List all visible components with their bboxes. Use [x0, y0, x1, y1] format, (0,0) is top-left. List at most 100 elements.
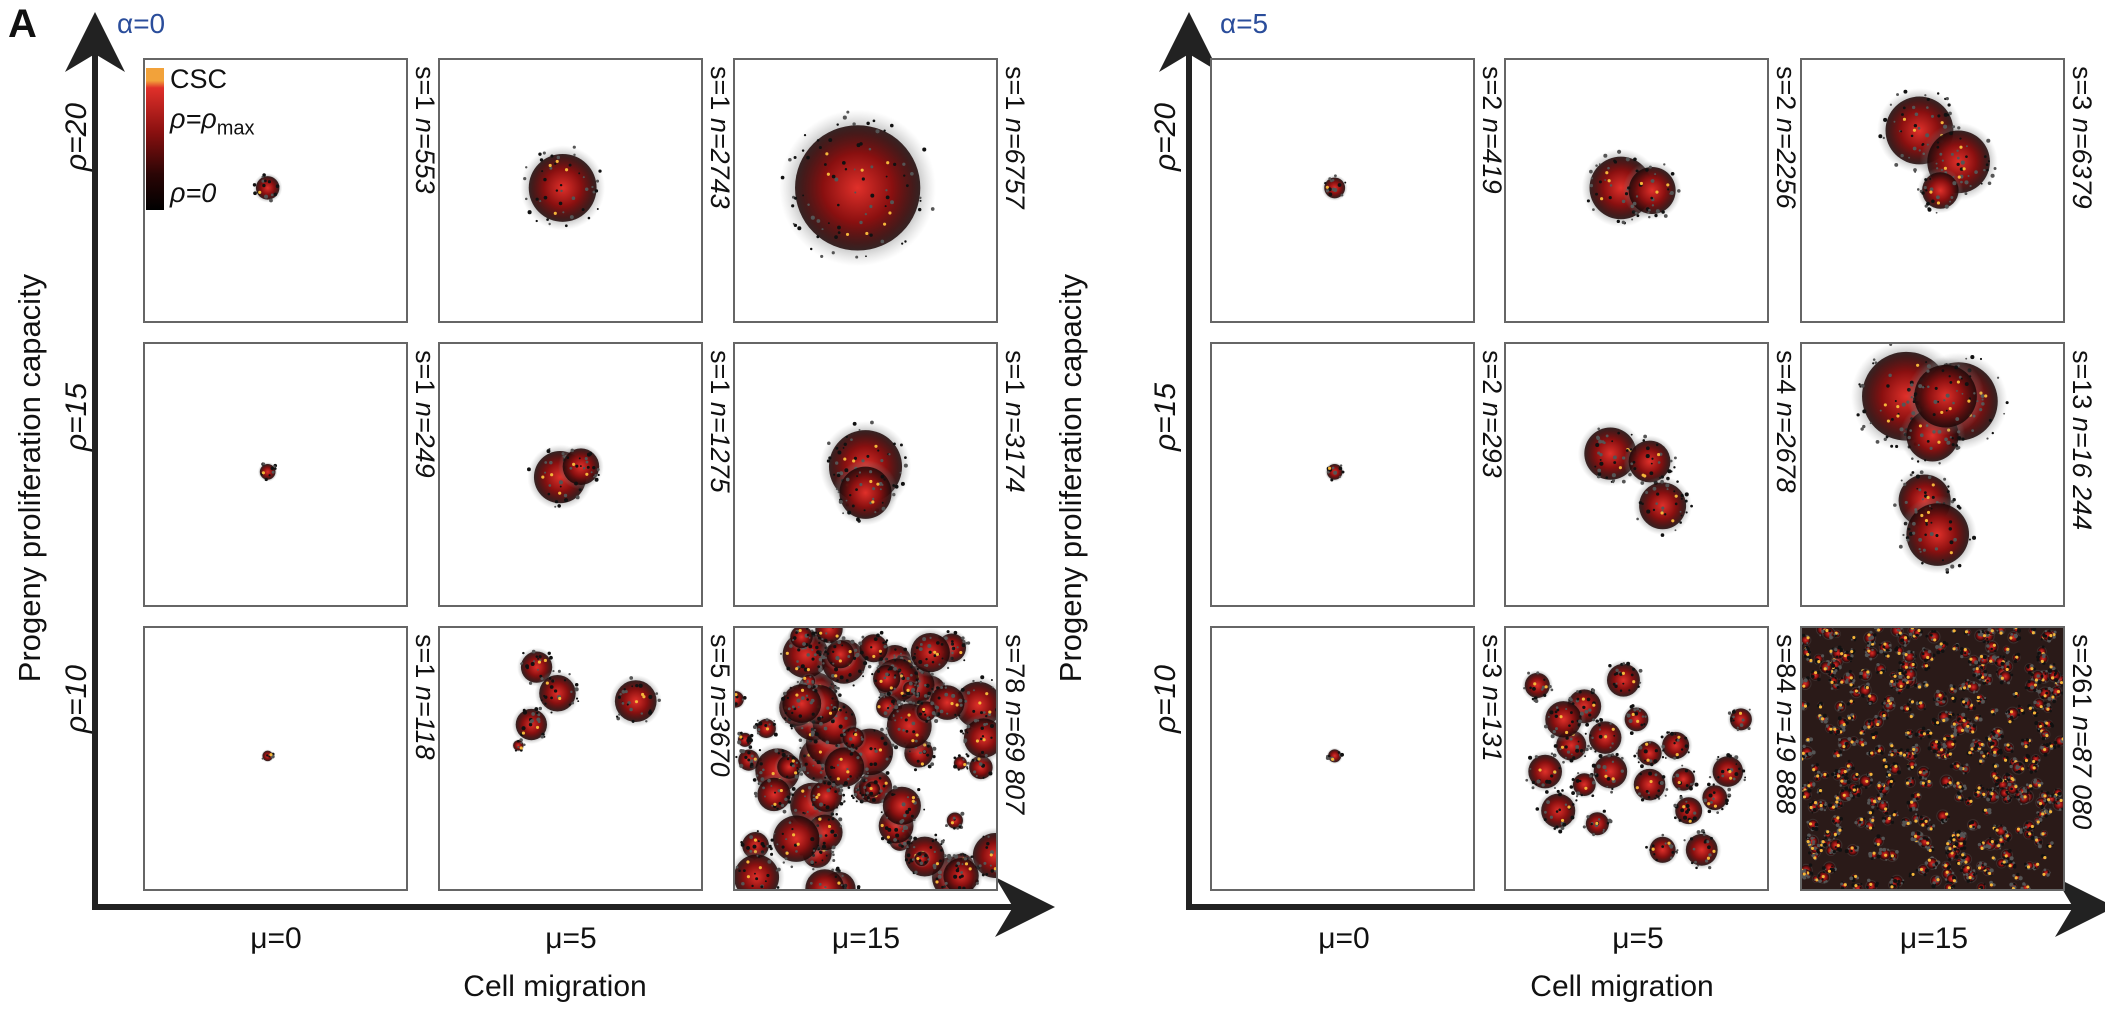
- cell-cluster: [1862, 630, 1877, 645]
- sim-cell-p0-r1-c0: [143, 342, 408, 607]
- cell-cluster: [2000, 659, 2014, 673]
- cell-cluster: [1933, 689, 1947, 703]
- cell-cluster: [2030, 669, 2045, 685]
- cell-cluster: [1902, 748, 1913, 760]
- legend-rho-zero-label: ρ=0: [170, 178, 217, 208]
- cell-cluster: [1850, 635, 1858, 642]
- cell-cluster: [1805, 736, 1814, 743]
- cell-cluster: [1989, 707, 1999, 716]
- cell-cluster: [2030, 777, 2044, 790]
- cell-cluster: [1935, 809, 1950, 825]
- cell-cluster: [1862, 718, 1876, 731]
- cell-cluster: [1979, 750, 1988, 760]
- cell-cluster: [1914, 681, 1923, 690]
- cell-cluster: [1633, 476, 1693, 537]
- cell-cluster: [1910, 791, 1922, 803]
- cell-cluster: [1883, 695, 1895, 704]
- cell-cluster: [1851, 882, 1864, 889]
- cell-cluster: [1942, 737, 1957, 752]
- cell-cluster: [1972, 788, 1983, 799]
- cell-cluster: [1960, 682, 1969, 692]
- cell-cluster: [1900, 702, 1912, 714]
- cell-cluster: [1996, 628, 2006, 635]
- cell-cluster: [1908, 713, 1915, 719]
- sim-cell-p1-r2-c1: [1504, 626, 1769, 891]
- cell-cluster: [2041, 629, 2055, 643]
- cell-annotation-p1-r2-c1: s=84 n=19 888: [1771, 634, 1801, 815]
- cell-cluster: [1927, 738, 1943, 754]
- cell-cluster: [1849, 873, 1860, 883]
- cell-cluster: [2016, 791, 2031, 806]
- cell-cluster: [1854, 816, 1867, 829]
- cell-cluster: [1898, 495, 1977, 574]
- cell-cluster: [1828, 837, 1843, 854]
- row-label-left-1: ρ=15: [60, 382, 93, 452]
- cell-cluster: [1881, 814, 1895, 826]
- cell-cluster: [1987, 868, 1995, 876]
- cell-cluster: [511, 704, 551, 745]
- col-label-right-0: μ=0: [1318, 922, 1370, 955]
- cell-cluster: [1633, 738, 1665, 769]
- cell-cluster: [1906, 760, 1917, 771]
- sim-cell-p1-r1-c1: [1504, 342, 1769, 607]
- cell-cluster: [1922, 680, 1929, 688]
- cell-cluster: [2034, 796, 2048, 810]
- cell-cluster: [800, 864, 850, 889]
- cell-cluster: [905, 628, 955, 678]
- cell-cluster: [2028, 628, 2037, 635]
- cell-cluster: [1813, 653, 1825, 665]
- sim-cell-p1-r1-c0: [1210, 342, 1475, 607]
- cell-cluster: [1815, 799, 1828, 811]
- cell-cluster: [2004, 772, 2015, 783]
- col-label-left-1: μ=5: [545, 922, 597, 955]
- sim-cell-p0-r2-c1: [438, 626, 703, 891]
- cell-cluster: [821, 636, 860, 672]
- row-label-left-0: ρ=20: [60, 102, 93, 172]
- cell-annotation-p0-r1-c2: s=1 n=3174: [1000, 350, 1030, 493]
- cell-cluster: [2012, 691, 2021, 699]
- alpha-label-left: α=0: [117, 8, 166, 39]
- cell-cluster: [1927, 823, 1936, 831]
- cell-cluster: [1882, 762, 1890, 769]
- cell-cluster: [1976, 882, 1987, 889]
- cell-cluster: [1849, 648, 1856, 655]
- cell-cluster: [1813, 773, 1822, 783]
- y-axis-title-right: Progeny proliferation capacity: [1053, 273, 1088, 683]
- cell-cluster: [2046, 841, 2055, 849]
- cell-cluster: [1802, 633, 1812, 647]
- sim-cell-p0-r0-c2: [733, 58, 998, 323]
- cell-cluster: [735, 688, 747, 710]
- cell-cluster: [1834, 700, 1847, 713]
- cell-cluster: [767, 808, 827, 869]
- cell-cluster: [787, 628, 816, 652]
- cell-cluster: [2009, 760, 2026, 776]
- cell-cluster: [2002, 645, 2011, 655]
- cell-cluster: [856, 630, 892, 666]
- cell-annotation-p0-r1-c1: s=1 n=1275: [705, 350, 735, 493]
- cell-cluster: [1875, 793, 1883, 802]
- cell-cluster: [1802, 788, 1813, 801]
- cell-cluster: [1917, 834, 1933, 849]
- cell-cluster: [914, 698, 939, 724]
- cell-cluster: [2020, 738, 2031, 749]
- cell-cluster: [1821, 628, 1836, 641]
- cell-cluster: [1875, 781, 1885, 792]
- sim-cell-p1-r1-c2: [1800, 342, 2065, 607]
- legend-csc-label: CSC: [170, 64, 228, 94]
- cell-cluster: [2040, 729, 2051, 741]
- cell-cluster: [1669, 764, 1699, 794]
- cell-cluster: [1908, 872, 1916, 878]
- cell-cluster: [1873, 834, 1885, 847]
- cell-cluster: [1658, 728, 1693, 763]
- cell-cluster: [1959, 863, 1973, 877]
- cell-annotation-p0-r2-c1: s=5 n=3670: [705, 634, 735, 777]
- sim-cell-p1-r0-c0: [1210, 58, 1475, 323]
- cell-cluster: [2006, 716, 2014, 725]
- cell-cluster: [2023, 860, 2035, 871]
- cell-cluster: [819, 742, 870, 792]
- cell-cluster: [1955, 858, 1963, 866]
- cell-cluster: [2042, 703, 2053, 714]
- cell-cluster: [2007, 630, 2022, 644]
- cell-annotation-p1-r0-c0: s=2 n=419: [1477, 66, 1507, 194]
- cell-cluster: [1802, 699, 1810, 712]
